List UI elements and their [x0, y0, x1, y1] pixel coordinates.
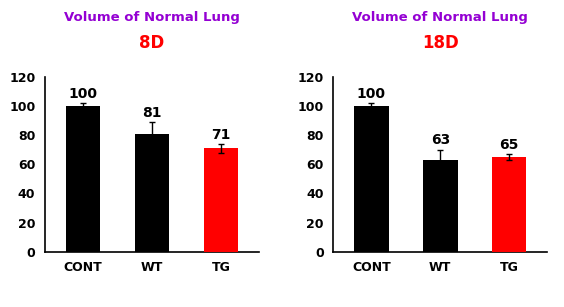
Text: 71: 71 [211, 128, 231, 142]
Text: 81: 81 [142, 106, 162, 120]
Text: 65: 65 [500, 138, 519, 152]
Text: 63: 63 [431, 134, 450, 147]
Bar [423, 160, 457, 252]
Bar [204, 148, 238, 252]
Bar [66, 106, 100, 252]
Text: 100: 100 [68, 87, 98, 101]
Text: 100: 100 [357, 87, 386, 101]
Text: 18D: 18D [422, 34, 459, 52]
Text: Volume of Normal Lung: Volume of Normal Lung [64, 11, 240, 24]
Bar [354, 106, 389, 252]
Bar [135, 134, 169, 252]
Text: 8D: 8D [139, 34, 165, 52]
Text: Volume of Normal Lung: Volume of Normal Lung [352, 11, 528, 24]
Bar [492, 157, 526, 252]
